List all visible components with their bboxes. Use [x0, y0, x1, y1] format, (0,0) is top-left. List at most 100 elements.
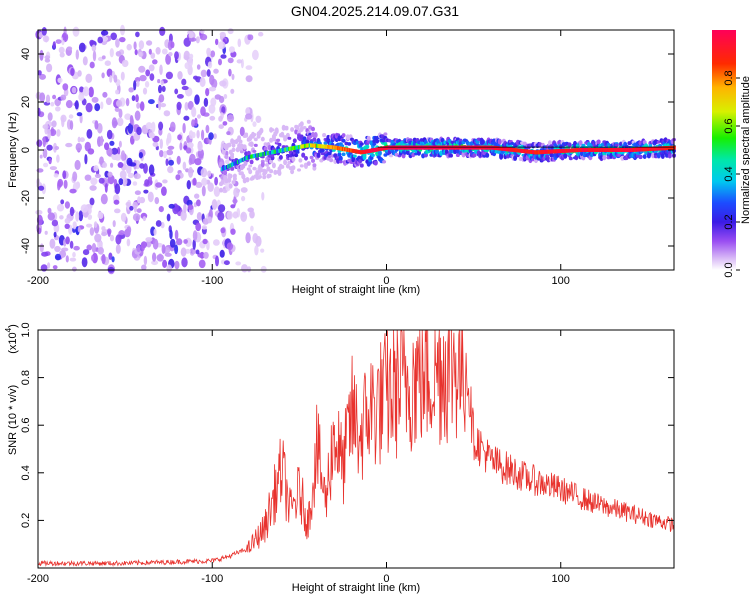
noise-blob	[206, 47, 212, 56]
ridge-halo	[270, 128, 275, 132]
ridge-core	[580, 148, 584, 152]
ridge-core	[451, 145, 454, 150]
noise-blob	[183, 203, 187, 214]
ridge-halo	[338, 155, 343, 162]
ridge-core	[307, 143, 310, 148]
noise-blob	[241, 264, 248, 273]
noise-blob	[230, 88, 235, 94]
snr-x-label: Height of straight line (km)	[292, 582, 420, 594]
ridge-core	[412, 145, 415, 150]
ridge-core	[473, 145, 476, 150]
noise-blob	[64, 201, 70, 209]
noise-blob	[241, 195, 246, 202]
noise-blob	[233, 187, 240, 198]
noise-blob	[179, 142, 183, 151]
noise-blob	[119, 37, 126, 43]
colorbar-tick-label: 0.0	[723, 262, 735, 277]
noise-blob	[165, 158, 169, 166]
noise-blob	[116, 117, 124, 127]
noise-blob	[113, 74, 118, 83]
ridge-core	[477, 145, 480, 150]
ridge-core	[367, 149, 370, 154]
noise-blob	[129, 115, 134, 125]
noise-blob	[132, 213, 141, 222]
ridge-core	[566, 148, 569, 153]
noise-blob	[90, 177, 98, 186]
ridge-core	[250, 154, 253, 159]
noise-blob	[166, 264, 172, 273]
ridge-core	[245, 156, 248, 160]
ridge-core	[468, 145, 471, 150]
noise-blob	[136, 208, 142, 214]
noise-blob	[254, 245, 259, 256]
y-tick-label: 0.8	[20, 370, 32, 385]
ridge-halo	[290, 127, 295, 132]
ridge-core	[433, 145, 436, 150]
noise-blob	[116, 99, 123, 107]
ridge-halo	[513, 155, 518, 161]
noise-blob	[201, 129, 205, 141]
noise-blob	[195, 222, 202, 232]
noise-blob	[187, 142, 194, 149]
noise-blob	[201, 177, 208, 186]
ridge-core	[227, 164, 230, 169]
noise-blob	[181, 78, 187, 86]
ridge-halo	[232, 176, 237, 182]
ridge-halo	[546, 156, 551, 163]
ridge-core	[386, 145, 390, 150]
noise-blob	[226, 131, 231, 136]
ridge-core	[340, 146, 343, 151]
ridge-halo	[265, 163, 269, 167]
noise-blob	[213, 239, 220, 246]
ridge-halo	[369, 156, 374, 161]
ridge-core	[552, 149, 555, 154]
noise-blob	[115, 244, 121, 254]
noise-blob	[91, 254, 94, 262]
ridge-core	[347, 148, 351, 153]
ridge-core	[313, 143, 316, 148]
ridge-core	[350, 148, 353, 153]
x-tick-label: -100	[201, 573, 223, 585]
noise-blob	[239, 126, 245, 137]
noise-blob	[187, 204, 194, 210]
ridge-core	[274, 149, 277, 154]
ridge-core	[306, 143, 309, 148]
ridge-core	[228, 163, 231, 168]
ridge-core	[534, 150, 537, 155]
ridge-core	[414, 145, 418, 150]
noise-blob	[54, 146, 60, 150]
noise-blob	[148, 164, 155, 176]
noise-blob	[218, 115, 223, 122]
noise-blob	[89, 197, 95, 206]
ridge-core	[242, 157, 246, 162]
colorbar-tick-label: 0.8	[723, 70, 735, 85]
ridge-halo	[220, 179, 225, 185]
noise-blob	[104, 183, 108, 193]
ridge-halo	[249, 141, 254, 148]
noise-blob	[226, 114, 235, 123]
noise-blob	[131, 95, 136, 102]
noise-blob	[196, 129, 200, 139]
ridge-core	[453, 145, 457, 150]
noise-blob	[175, 174, 181, 181]
noise-blob	[182, 161, 187, 170]
ridge-core	[668, 145, 671, 150]
noise-blob	[69, 257, 77, 262]
ridge-core	[485, 145, 488, 150]
ridge-core	[614, 148, 618, 152]
noise-blob	[106, 129, 113, 140]
noise-blob	[81, 257, 88, 268]
ridge-halo	[557, 139, 562, 146]
ridge-core	[589, 148, 592, 152]
ridge-core	[594, 148, 597, 152]
ridge-halo	[277, 170, 282, 176]
noise-blob	[65, 142, 73, 148]
noise-blob	[194, 193, 200, 199]
noise-blob	[35, 209, 43, 215]
noise-blob	[114, 183, 121, 195]
ridge-core	[236, 159, 240, 164]
ridge-core	[395, 145, 398, 150]
ridge-core	[372, 148, 375, 153]
ridge-core	[619, 148, 623, 152]
noise-blob	[42, 148, 48, 159]
